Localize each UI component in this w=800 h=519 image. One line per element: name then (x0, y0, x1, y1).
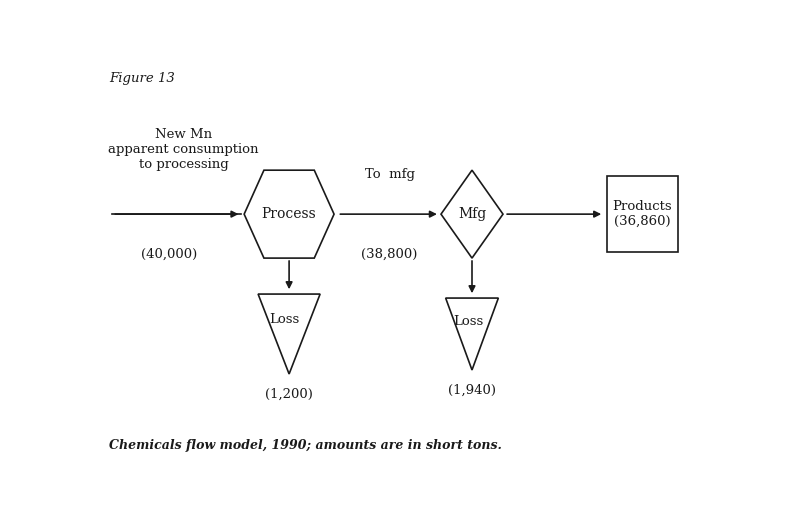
Text: To  mfg: To mfg (365, 168, 414, 181)
Polygon shape (446, 298, 498, 370)
Text: Process: Process (262, 207, 317, 221)
Text: Figure 13: Figure 13 (110, 72, 175, 85)
Text: Loss: Loss (269, 313, 299, 326)
Bar (607, 176, 678, 252)
Text: Mfg: Mfg (458, 207, 486, 221)
Text: (1,940): (1,940) (448, 384, 496, 397)
Polygon shape (258, 294, 320, 374)
Text: Products
(36,860): Products (36,860) (613, 200, 672, 228)
Text: Loss: Loss (453, 315, 483, 327)
Polygon shape (441, 170, 503, 258)
Text: Chemicals flow model, 1990; amounts are in short tons.: Chemicals flow model, 1990; amounts are … (110, 439, 502, 452)
Text: New Mn
apparent consumption
to processing: New Mn apparent consumption to processin… (109, 128, 259, 171)
Polygon shape (244, 170, 334, 258)
Text: (1,200): (1,200) (265, 388, 313, 401)
Text: (40,000): (40,000) (142, 248, 198, 261)
Text: (38,800): (38,800) (362, 248, 418, 261)
